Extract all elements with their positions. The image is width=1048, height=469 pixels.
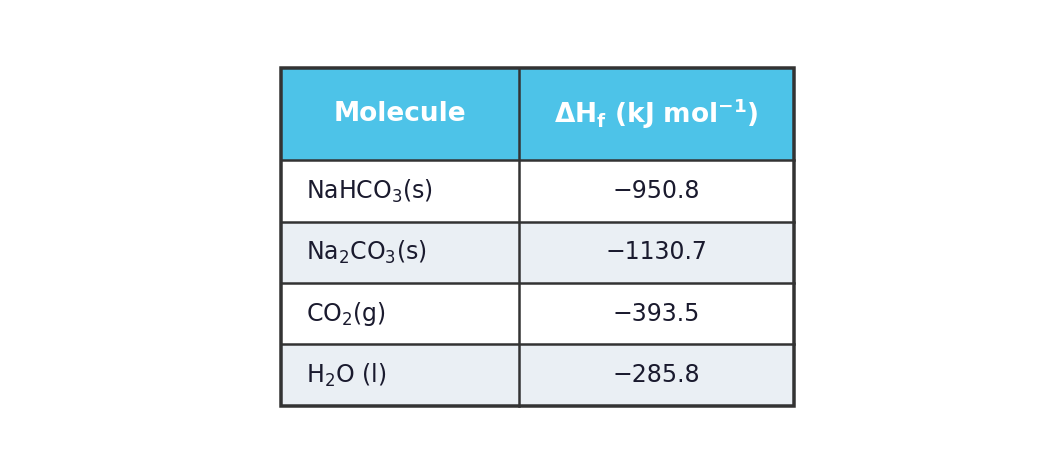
Text: −285.8: −285.8 [613, 363, 700, 387]
Text: CO$_2$(g): CO$_2$(g) [306, 300, 386, 328]
Text: Molecule: Molecule [333, 101, 466, 127]
Bar [281, 344, 793, 406]
Text: NaHCO$_3$(s): NaHCO$_3$(s) [306, 177, 433, 204]
Bar [281, 283, 793, 344]
Bar [281, 68, 793, 160]
Text: $\mathbf{\Delta}$$\mathbf{H_f}$ $\mathbf{(kJ\ mol^{-1})}$: $\mathbf{\Delta}$$\mathbf{H_f}$ $\mathbf… [554, 97, 759, 131]
Bar [281, 160, 793, 222]
Text: −950.8: −950.8 [613, 179, 700, 203]
Text: Na$_2$CO$_3$(s): Na$_2$CO$_3$(s) [306, 239, 427, 266]
Text: H$_2$O (l): H$_2$O (l) [306, 362, 387, 389]
Text: −1130.7: −1130.7 [606, 240, 707, 265]
Bar [281, 222, 793, 283]
Text: −393.5: −393.5 [613, 302, 700, 326]
Bar [281, 68, 793, 406]
